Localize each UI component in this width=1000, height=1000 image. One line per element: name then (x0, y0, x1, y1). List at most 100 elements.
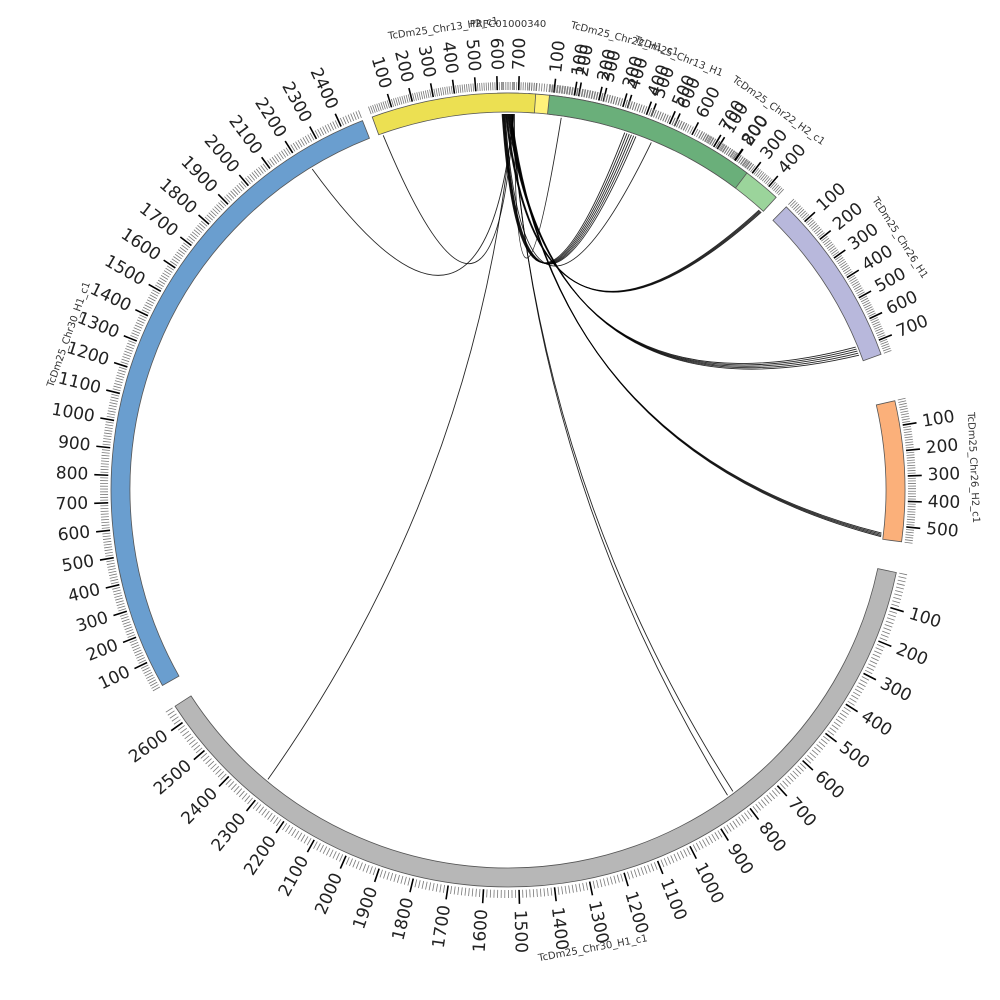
minor-tick (100, 516, 109, 518)
major-tick (776, 785, 788, 797)
minor-tick (218, 202, 225, 209)
minor-tick (102, 443, 111, 446)
minor-tick (876, 332, 885, 337)
minor-tick (117, 369, 126, 373)
minor-tick (807, 219, 814, 226)
major-tick (869, 311, 883, 320)
tick-label: 500 (462, 38, 485, 72)
minor-tick (673, 118, 678, 127)
minor-tick (186, 736, 194, 743)
minor-tick (794, 205, 801, 212)
tick-label: 200 (84, 635, 122, 666)
minor-tick (723, 826, 729, 834)
minor-tick (101, 449, 110, 451)
minor-tick (847, 700, 855, 706)
link-line (501, 114, 626, 264)
minor-tick (249, 173, 256, 181)
minor-tick (742, 159, 748, 167)
links-layer (267, 113, 882, 796)
minor-tick (678, 120, 683, 129)
minor-tick (889, 610, 898, 614)
minor-tick (135, 322, 144, 327)
minor-tick (372, 104, 376, 113)
major-tick (598, 86, 603, 101)
minor-tick (699, 841, 704, 849)
minor-tick (313, 841, 318, 849)
minor-tick (902, 420, 911, 423)
minor-tick (220, 200, 227, 207)
major-tick (451, 79, 456, 94)
minor-tick (596, 92, 599, 100)
major-tick (339, 855, 347, 869)
minor-tick (760, 799, 767, 807)
minor-tick (414, 879, 418, 888)
minor-tick (860, 297, 869, 303)
minor-tick (756, 170, 763, 178)
minor-tick (110, 396, 119, 400)
minor-tick (861, 676, 870, 681)
minor-tick (715, 140, 720, 149)
minor-tick (118, 608, 127, 612)
minor-tick (136, 319, 145, 324)
major-tick (819, 230, 832, 241)
minor-tick (163, 270, 172, 276)
minor-tick (777, 188, 784, 196)
minor-tick (700, 132, 705, 140)
minor-tick (639, 104, 643, 113)
minor-tick (152, 686, 161, 692)
minor-tick (386, 100, 390, 109)
tick-label: 500 (835, 738, 873, 774)
minor-tick (722, 145, 728, 153)
tick-label: 100 (95, 662, 133, 694)
minor-tick (157, 279, 166, 285)
minor-tick (127, 634, 136, 638)
minor-tick (176, 251, 184, 257)
minor-tick (823, 735, 830, 742)
minor-tick (684, 124, 690, 132)
major-tick (123, 335, 138, 342)
minor-tick (667, 856, 671, 865)
major-tick (179, 236, 192, 247)
major-tick (193, 749, 206, 761)
minor-tick (823, 239, 831, 246)
minor-tick (905, 444, 914, 446)
minor-tick (859, 295, 868, 301)
minor-tick (306, 837, 312, 846)
minor-tick (238, 790, 245, 798)
minor-tick (472, 83, 475, 92)
minor-tick (481, 82, 483, 91)
minor-tick (905, 441, 914, 444)
minor-tick (543, 83, 546, 92)
major-tick (373, 868, 380, 883)
minor-tick (883, 350, 892, 354)
minor-tick (107, 413, 116, 416)
minor-tick (801, 212, 808, 219)
minor-tick (766, 794, 773, 802)
tick-label: 100 (546, 39, 570, 74)
minor-tick (101, 460, 110, 462)
minor-tick (103, 438, 112, 440)
major-tick (802, 759, 814, 771)
minor-tick (871, 319, 879, 324)
minor-tick (548, 84, 551, 93)
tick-label: 100 (921, 407, 956, 432)
minor-tick (835, 255, 843, 261)
tick-label: 1200 (620, 889, 652, 936)
minor-tick (593, 91, 597, 100)
minor-tick (108, 404, 117, 408)
link-line (504, 113, 652, 267)
minor-tick (590, 90, 594, 99)
minor-tick (297, 832, 303, 840)
minor-tick (886, 617, 895, 621)
minor-tick (687, 125, 692, 133)
minor-tick (307, 134, 312, 142)
minor-tick (905, 534, 914, 536)
minor-tick (859, 679, 868, 684)
minor-tick (295, 141, 301, 149)
minor-tick (116, 374, 125, 378)
minor-tick (842, 266, 851, 272)
tick-label: 600 (811, 767, 848, 804)
minor-tick (718, 143, 724, 151)
minor-tick (407, 877, 411, 886)
minor-tick (561, 886, 564, 895)
